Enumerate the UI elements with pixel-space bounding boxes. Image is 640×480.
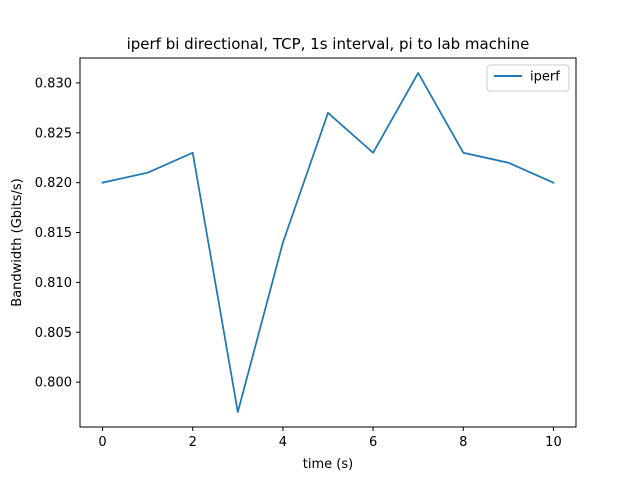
legend-label-iperf: iperf	[530, 70, 560, 85]
axis-ticks: 0 2 4 6 8 10 0.800 0.805 0.810 0.815 0.820 0.825 0.8…	[35, 76, 562, 450]
x-tick-label-2: 4	[279, 435, 287, 450]
legend-box	[486, 64, 570, 92]
y-tick-label-0: 0.800	[35, 376, 72, 391]
y-axis-label: Bandwidth (Gbits/s)	[10, 178, 25, 306]
y-tick-label-6: 0.830	[35, 76, 72, 91]
plot-frame	[79, 57, 577, 428]
x-tick-label-5: 10	[545, 435, 562, 450]
series-line-iperf	[101, 72, 555, 413]
y-tick-label-2: 0.810	[35, 276, 72, 291]
x-tick-label-1: 2	[189, 435, 197, 450]
y-tick-label-5: 0.825	[35, 126, 72, 141]
y-tick-label-1: 0.805	[35, 326, 72, 341]
x-tick-label-0: 0	[98, 435, 106, 450]
x-axis-label: time (s)	[303, 457, 353, 472]
legend: iperf	[486, 64, 570, 92]
y-tick-label-3: 0.815	[35, 226, 72, 241]
x-tick-label-4: 8	[459, 435, 467, 450]
series-layer	[101, 72, 555, 413]
x-tick-label-3: 6	[369, 435, 377, 450]
chart-title: iperf bi directional, TCP, 1s interval, …	[127, 35, 530, 53]
y-tick-label-4: 0.820	[35, 176, 72, 191]
